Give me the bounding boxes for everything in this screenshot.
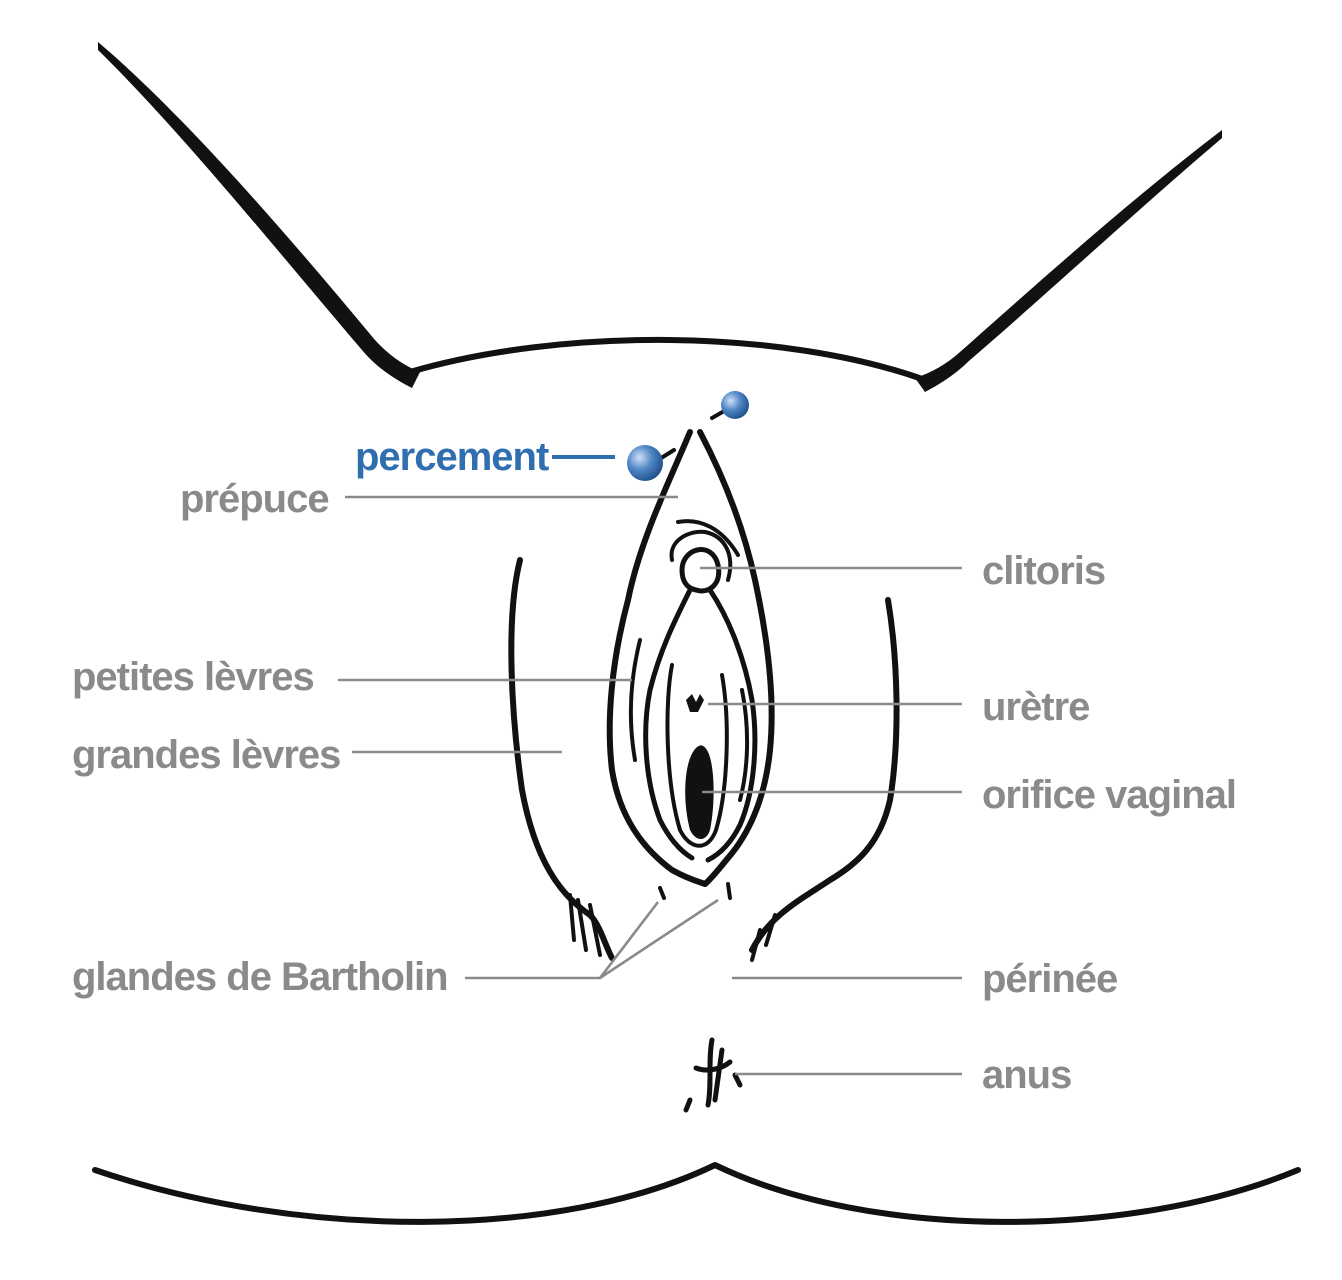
label-percement: percement	[355, 435, 549, 479]
clitoris-hood-inner	[669, 529, 733, 582]
mons-curve	[407, 336, 928, 383]
hood-fold	[676, 519, 740, 557]
label-prepuce: prépuce	[180, 477, 329, 521]
label-orifice-vaginal: orifice vaginal	[982, 773, 1236, 817]
label-grandes-levres: grandes lèvres	[72, 733, 340, 777]
label-uretre: urètre	[982, 685, 1089, 729]
left-outer-labium	[508, 557, 615, 961]
bartholin-right-mark	[726, 882, 732, 900]
vaginal-orifice	[685, 745, 714, 839]
labels: percement prépuce clitoris petites lèvre…	[72, 435, 1237, 1097]
left-inner-labium-inner	[628, 638, 642, 762]
label-clitoris: clitoris	[982, 549, 1105, 593]
label-perinee: périnée	[982, 957, 1117, 1001]
piercing-ball-lower	[627, 445, 663, 481]
right-outer-labium	[749, 597, 900, 953]
anus-mark	[683, 1037, 743, 1113]
left-thigh-line	[98, 42, 420, 388]
vestibule	[665, 663, 729, 848]
bartholin-left-mark	[658, 886, 666, 900]
label-glandes-bartholin: glandes de Bartholin	[72, 955, 448, 999]
label-petites-levres: petites lèvres	[72, 655, 314, 699]
hood-outline-right	[697, 429, 775, 887]
anus-strokes	[683, 1037, 743, 1113]
right-inner-labium-inner	[738, 688, 750, 802]
right-thigh-line	[915, 130, 1222, 392]
right-inner-labium	[705, 587, 758, 863]
left-outer-labium-hair	[568, 893, 602, 957]
leader-lines	[338, 455, 962, 1076]
hood-outline	[606, 429, 708, 887]
left-inner-labium	[643, 587, 695, 861]
piercing-bar	[656, 408, 728, 462]
piercing-ball-upper	[721, 391, 749, 419]
leader-bartholin	[465, 898, 719, 980]
clitoris-glans	[679, 547, 722, 594]
urethra-mark	[686, 694, 704, 712]
body-outline	[92, 42, 1301, 1225]
outer-labia	[508, 557, 900, 962]
vulva-inner	[606, 429, 775, 887]
bartholin-marks	[658, 882, 732, 900]
piercing	[627, 391, 749, 481]
buttocks-curve	[92, 1162, 1301, 1225]
right-outer-labium-hair	[750, 913, 777, 962]
label-anus: anus	[982, 1053, 1071, 1097]
